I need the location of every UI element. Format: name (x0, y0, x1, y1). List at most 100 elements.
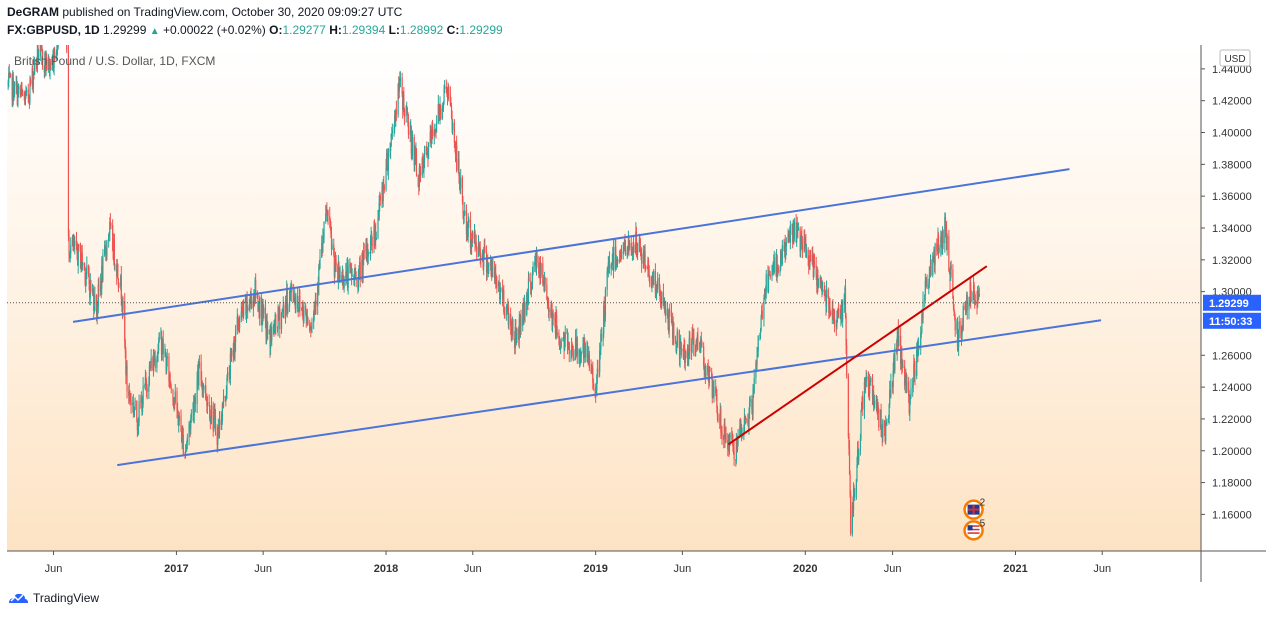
candle-body (105, 246, 107, 254)
candle-body (695, 345, 697, 356)
candle-body (757, 336, 759, 352)
candle-body (516, 328, 518, 339)
candle-body (113, 239, 115, 266)
candle-body (456, 145, 458, 171)
candle-body (248, 304, 250, 311)
candle-body (496, 283, 498, 287)
candle-body (942, 230, 944, 244)
time-axis[interactable]: Jun 2017 Jun 2018 Jun 2019 Jun 2020 Jun 2021 Jun (45, 551, 1111, 575)
candle-body (619, 250, 621, 256)
candle-body (570, 353, 572, 355)
candle-body (60, 25, 61, 38)
candle-body (960, 321, 962, 338)
open-label: O: (269, 23, 283, 37)
candle-body (292, 292, 295, 302)
candle-body (592, 368, 594, 383)
candle-body (962, 305, 964, 329)
candle-body (624, 242, 626, 249)
candle-body (21, 87, 23, 92)
candle-body (185, 446, 187, 451)
candle-body (873, 392, 875, 406)
candle-body (247, 307, 249, 311)
candle-body (172, 389, 174, 402)
candle-body (580, 355, 582, 360)
candle-body (912, 385, 914, 388)
candle-body (313, 304, 315, 313)
candle-body (410, 125, 412, 154)
candle-body (780, 251, 782, 271)
candle-body (817, 275, 819, 288)
candle-body (12, 77, 14, 101)
published-text: published on TradingView.com, October 30… (62, 5, 403, 19)
candle-body (176, 410, 179, 412)
candle-body (413, 137, 415, 166)
candle-body (566, 332, 569, 346)
event-markers[interactable]: 25 (963, 498, 986, 541)
candle-body (186, 437, 188, 443)
candle-body (904, 376, 906, 386)
candle-body (226, 378, 228, 395)
candle-body (556, 332, 558, 336)
candle-body (464, 210, 466, 215)
candle-body (8, 72, 10, 83)
candle-body (281, 311, 283, 313)
currency-label: USD (1224, 54, 1245, 65)
candle-body (375, 237, 377, 240)
candle-body (241, 308, 244, 310)
candle-body (411, 137, 414, 156)
candle-body (526, 292, 528, 294)
candle-body (83, 263, 86, 269)
candle-body (901, 349, 903, 366)
tradingview-logo[interactable]: TradingView (7, 591, 99, 605)
candle-body (39, 45, 41, 57)
candle-body (357, 271, 360, 289)
candle-body (724, 423, 726, 440)
last-price-badge: 1.29299 11:50:33 (1203, 294, 1261, 329)
candle-body (636, 251, 639, 255)
candle-body (721, 432, 723, 440)
candle-body (57, 45, 59, 48)
candle-body (86, 265, 88, 274)
candle-body (821, 280, 823, 293)
candle-body (604, 317, 606, 323)
candle-body (371, 233, 373, 245)
candle-body (833, 317, 835, 319)
candle-body (90, 280, 92, 292)
candle-body (97, 284, 99, 307)
candle-body (338, 277, 341, 279)
author-name[interactable]: DeGRAM (7, 5, 60, 19)
price-tick-label: 1.44000 (1212, 64, 1252, 76)
candle-body (600, 333, 602, 350)
candle-body (526, 292, 528, 315)
candle-body (767, 270, 770, 292)
candle-body (23, 95, 25, 97)
candle-body (467, 222, 469, 237)
candle-body (20, 93, 22, 95)
candle-body (768, 270, 770, 275)
candle-body (654, 271, 657, 293)
candle-body (838, 308, 840, 310)
time-tick-label: 2020 (793, 563, 817, 575)
candle-body (156, 359, 158, 368)
candle-body (759, 330, 762, 335)
candle-body (848, 436, 850, 449)
candle-body (787, 234, 789, 243)
tradingview-cloud-icon (9, 593, 28, 603)
currency-box[interactable]: USD (1219, 49, 1251, 67)
candle-body (808, 259, 810, 266)
candle-body (298, 307, 300, 310)
candle-body (495, 272, 497, 282)
candle-body (21, 91, 24, 96)
candle-body (133, 409, 136, 411)
candle-body (917, 345, 920, 355)
candle-body (218, 419, 221, 435)
candle-body (948, 235, 950, 271)
candle-body (560, 340, 562, 347)
candle-body (860, 403, 863, 411)
candle-body (260, 297, 263, 326)
candle-body (382, 182, 384, 202)
candle-body (266, 321, 268, 335)
candle-body (347, 266, 349, 288)
price-axis[interactable]: 1.44000 1.42000 1.40000 1.38000 1.36000 1.340… (1201, 64, 1252, 522)
